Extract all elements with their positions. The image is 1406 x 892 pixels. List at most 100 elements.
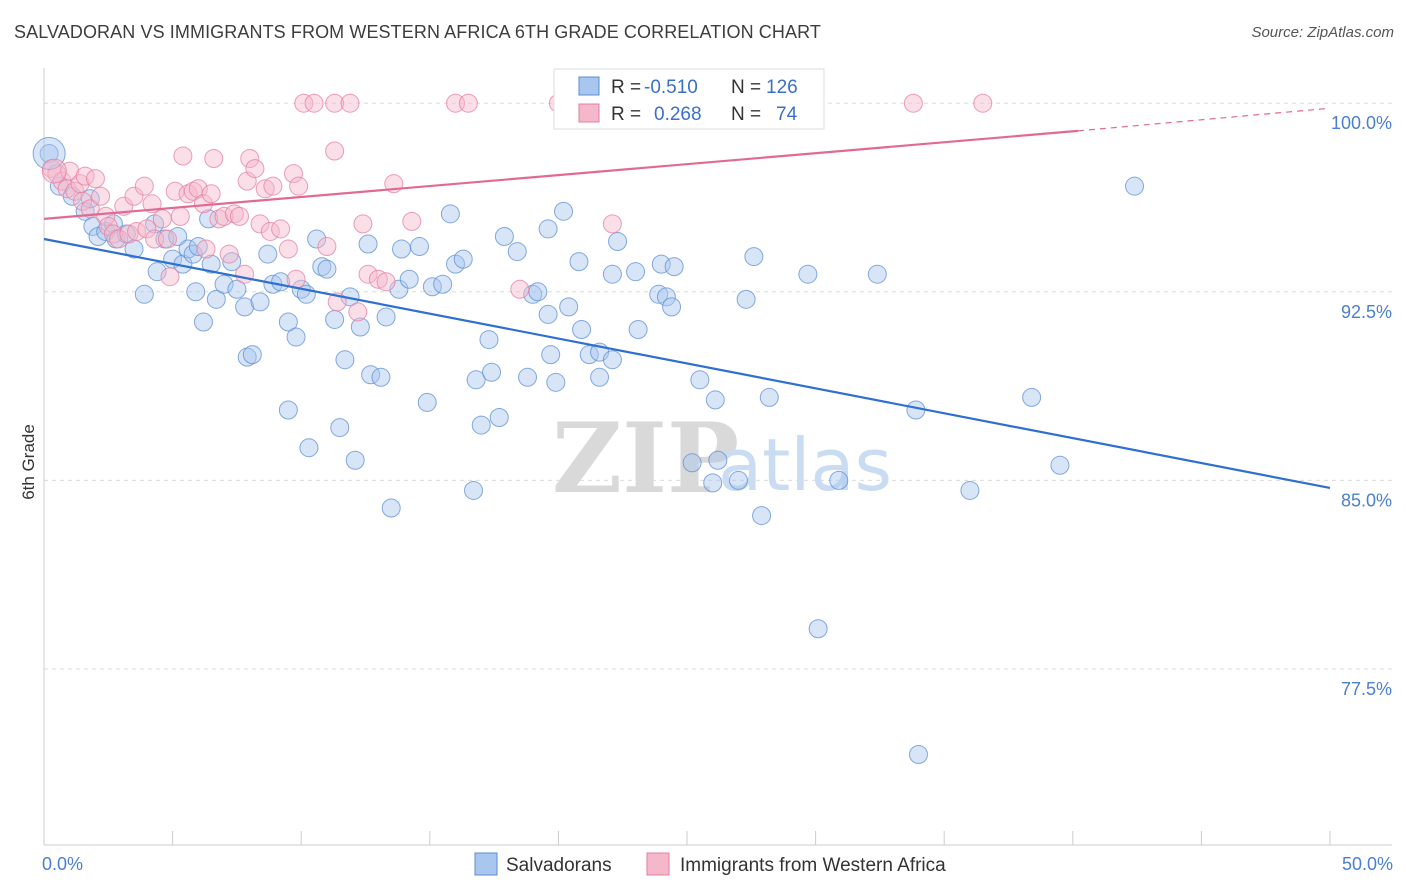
salvadoran-point-61	[417, 392, 437, 412]
salvadoran-point-84	[569, 252, 589, 272]
legend-r-label-2: R =	[611, 104, 641, 125]
legend-r-value-1: -0.510	[644, 77, 698, 98]
salvadoran-point-91	[608, 232, 628, 252]
salvadoran-point-56	[381, 498, 401, 518]
salvadoran-point-25	[201, 254, 221, 274]
immigrant-point-58	[325, 93, 345, 113]
trend-line-immigrants	[43, 129, 1079, 220]
data-points	[32, 93, 1145, 764]
immigrant-point-42	[235, 264, 255, 284]
immigrant-point-18	[124, 186, 144, 206]
salvadoran-point-59	[399, 269, 419, 289]
immigrant-point-64	[358, 264, 378, 284]
immigrant-point-24	[152, 209, 172, 229]
immigrant-point-61	[340, 93, 360, 113]
salvadoran-point-79	[538, 304, 558, 324]
immigrant-point-47	[255, 179, 275, 199]
salvadoran-point-83	[559, 297, 579, 317]
salvadoran-point-42	[299, 438, 319, 458]
immigrant-point-30	[178, 184, 198, 204]
immigrant-point-35	[201, 184, 221, 204]
legend-r-label-1: R =	[611, 77, 641, 98]
salvadoran-point-60	[410, 237, 430, 257]
salvadoran-point-28	[222, 252, 242, 272]
salvadoran-point-14	[147, 262, 167, 282]
immigrant-point-46	[250, 214, 270, 234]
x-tick-label-1: 50.0%	[1342, 854, 1393, 874]
salvadoran-point-78	[538, 219, 558, 239]
immigrant-point-36	[204, 149, 224, 169]
correlation-legend: R = -0.510 N = 126 R = 0.268 N = 74	[553, 68, 825, 130]
immigrant-point-25	[157, 229, 177, 249]
immigrant-point-55	[294, 93, 314, 113]
immigrant-point-29	[173, 146, 193, 166]
axes	[43, 68, 1392, 846]
salvadoran-point-85	[572, 320, 592, 340]
y-tick-labels: 100.0% 92.5% 85.0% 77.5%	[1331, 113, 1392, 699]
salvadoran-point-98	[664, 257, 684, 277]
salvadoran-point-97	[662, 297, 682, 317]
salvadoran-point-32	[242, 345, 262, 365]
immigrant-point-10	[85, 169, 105, 189]
bottom-legend-swatch-salvadorans	[474, 852, 498, 876]
salvadoran-point-63	[433, 274, 453, 294]
immigrant-point-34	[196, 239, 216, 259]
salvadoran-point-75	[518, 367, 538, 387]
y-tick-label-0: 100.0%	[1331, 113, 1392, 133]
immigrant-point-large	[41, 158, 67, 184]
salvadoran-point-66	[453, 249, 473, 269]
immigrant-point-49	[263, 176, 283, 196]
salvadoran-point-34	[258, 244, 278, 264]
bottom-legend-swatch-immigrants	[646, 852, 670, 876]
salvadoran-point-94	[649, 284, 669, 304]
salvadoran-point-37	[278, 312, 298, 332]
immigrant-point-39	[219, 244, 239, 264]
salvadoran-point-73	[494, 226, 514, 246]
immigrant-point-7	[73, 191, 93, 211]
salvadoran-point-67	[464, 480, 484, 500]
y-tick-label-2: 85.0%	[1341, 490, 1392, 510]
legend-n-value-1: 126	[766, 77, 798, 98]
immigrant-point-40	[224, 204, 244, 224]
source-credit: Source: ZipAtlas.com	[1251, 24, 1394, 41]
y-tick-label-1: 92.5%	[1341, 302, 1392, 322]
salvadoran-point-90	[602, 264, 622, 284]
salvadoran-point-100	[690, 370, 710, 390]
salvadoran-point-104	[728, 470, 748, 490]
salvadoran-point-22	[188, 237, 208, 257]
salvadoran-point-117	[1050, 455, 1070, 475]
bottom-legend-label-salvadorans: Salvadorans	[506, 855, 612, 876]
salvadoran-point-72	[489, 408, 509, 428]
salvadoran-point-21	[186, 282, 206, 302]
salvadoran-point-1	[49, 176, 69, 196]
salvadoran-point-43	[307, 229, 327, 249]
salvadoran-point-116	[1022, 387, 1042, 407]
salvadoran-point-87	[590, 367, 610, 387]
immigrant-point-41	[229, 206, 249, 226]
y-axis-label: 6th Grade	[19, 424, 38, 500]
salvadoran-point-110	[808, 619, 828, 639]
salvadoran-point-0	[39, 143, 59, 163]
immigrant-point-15	[109, 229, 129, 249]
salvadoran-point-24	[199, 209, 219, 229]
immigrant-point-50	[271, 219, 291, 239]
legend-r-value-2: 0.268	[654, 104, 702, 125]
legend-n-value-2: 74	[776, 104, 798, 125]
salvadoran-point-39	[286, 327, 306, 347]
salvadoran-point-38	[278, 400, 298, 420]
bottom-legend-label-immigrants: Immigrants from Western Africa	[680, 855, 946, 876]
salvadoran-point-31	[237, 347, 257, 367]
immigrant-point-54	[289, 176, 309, 196]
salvadoran-point-114	[908, 744, 928, 764]
salvadoran-point-81	[546, 372, 566, 392]
immigrant-point-14	[103, 224, 123, 244]
salvadoran-point-44	[312, 257, 332, 277]
immigrant-point-28	[170, 206, 190, 226]
watermark-zip: ZIP	[552, 402, 739, 515]
salvadoran-point-70	[479, 330, 499, 350]
salvadoran-point-103	[708, 450, 728, 470]
salvadoran-point-115	[960, 480, 980, 500]
immigrant-point-52	[283, 164, 303, 184]
salvadoran-point-105	[736, 289, 756, 309]
immigrant-point-56	[304, 93, 324, 113]
